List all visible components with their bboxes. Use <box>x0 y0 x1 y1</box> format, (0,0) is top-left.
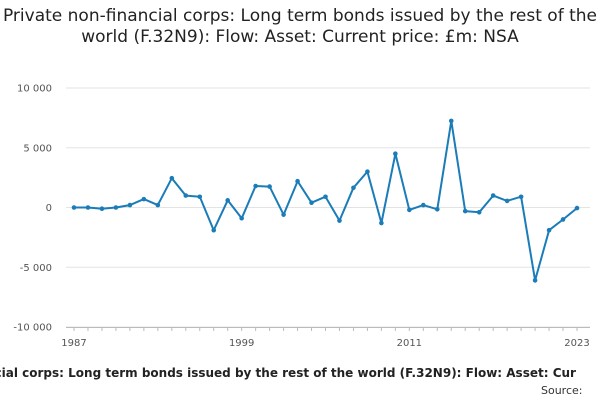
series-line <box>74 119 578 282</box>
data-point <box>365 169 370 174</box>
data-point <box>337 218 342 223</box>
y-tick-label: -5 000 <box>20 263 52 274</box>
y-axis: 10 000 5 000 0 -5 000 -10 000 <box>13 84 52 334</box>
data-point <box>518 194 524 200</box>
data-point <box>295 178 300 184</box>
x-tick-label: 1999 <box>229 338 254 349</box>
data-point <box>211 227 217 233</box>
data-point <box>309 200 314 206</box>
data-point <box>490 193 496 198</box>
y-tick-label: -10 000 <box>13 323 52 334</box>
data-point <box>351 185 356 191</box>
data-point <box>546 227 552 233</box>
data-point <box>574 205 580 211</box>
chart-title: Private non-financial corps: Long term b… <box>2 6 597 47</box>
data-point <box>169 175 175 181</box>
data-point <box>323 194 328 200</box>
y-tick-label: 5 000 <box>23 143 52 154</box>
x-tick-label: 1987 <box>61 338 86 349</box>
data-point <box>225 198 230 203</box>
data-point <box>183 193 189 198</box>
gridlines <box>66 87 590 328</box>
series <box>71 118 580 283</box>
data-point <box>99 206 105 211</box>
x-tick-label: 2011 <box>397 338 422 349</box>
y-tick-label: 0 <box>46 203 52 214</box>
y-tick-label: 10 000 <box>17 84 52 95</box>
data-point <box>85 205 91 210</box>
data-point <box>71 205 77 210</box>
data-point <box>560 217 566 222</box>
series-caption: ncial corps: Long term bonds issued by t… <box>0 366 576 380</box>
data-point <box>448 118 454 124</box>
data-point <box>407 207 412 213</box>
data-point <box>393 151 398 157</box>
x-axis: 1987 1999 2011 2023 <box>61 327 590 349</box>
data-point <box>141 196 147 202</box>
data-point <box>127 202 133 208</box>
data-point <box>281 212 286 217</box>
data-point <box>197 194 203 200</box>
x-tick-label: 2023 <box>564 338 589 349</box>
data-point <box>379 220 384 226</box>
source-caption: Source: <box>541 384 583 397</box>
data-point <box>421 202 426 208</box>
data-point <box>267 184 272 189</box>
data-point <box>462 208 468 214</box>
data-point <box>239 215 244 221</box>
data-point <box>253 183 258 189</box>
data-point <box>532 278 538 283</box>
data-point <box>155 202 161 208</box>
data-point <box>504 198 510 204</box>
data-point <box>476 209 482 215</box>
data-point <box>434 206 440 212</box>
data-point <box>113 205 119 210</box>
